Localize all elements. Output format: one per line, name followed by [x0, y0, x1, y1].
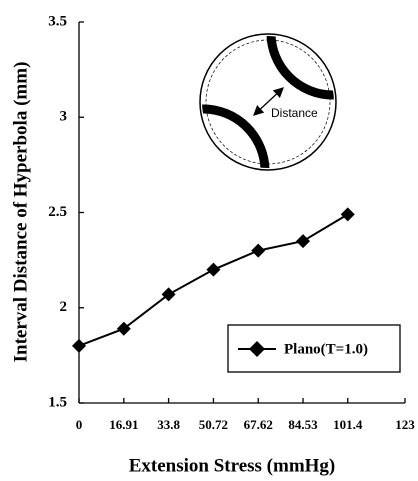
x-axis-title: Extension Stress (mmHg) — [129, 455, 336, 476]
x-tick-label: 33.8 — [157, 417, 180, 432]
y-axis-title: Interval Distance of Hyperbola (mm) — [10, 62, 31, 363]
inset-label: Distance — [271, 106, 318, 120]
y-tick-label: 2 — [60, 299, 68, 315]
inset-diagram: Distance — [199, 33, 337, 171]
x-tick-label: 84.53 — [288, 417, 318, 432]
inset-arc — [202, 104, 270, 168]
x-tick-label: 101.4 — [333, 417, 363, 432]
point — [116, 321, 131, 336]
point — [251, 243, 266, 258]
legend-marker — [249, 341, 265, 357]
inset-arrow — [253, 87, 284, 116]
legend-label: Plano(T=1.0) — [284, 341, 368, 357]
point — [206, 262, 221, 277]
inset-circle — [199, 33, 337, 171]
point — [161, 287, 176, 302]
x-tick-label: 0 — [76, 417, 83, 432]
point — [296, 234, 311, 249]
x-tick-label: 123 — [395, 417, 415, 432]
point — [340, 207, 355, 222]
inset-arc — [266, 36, 334, 100]
x-tick-label: 16.91 — [109, 417, 138, 432]
x-tick-label: 67.62 — [244, 417, 273, 432]
y-tick-label: 2.5 — [48, 204, 67, 220]
y-tick-label: 3.5 — [48, 13, 67, 29]
y-tick-label: 3 — [60, 109, 68, 125]
y-tick-label: 1.5 — [48, 394, 67, 410]
x-tick-label: 50.72 — [199, 417, 228, 432]
point — [72, 338, 86, 353]
legend: Plano(T=1.0) — [227, 324, 401, 373]
